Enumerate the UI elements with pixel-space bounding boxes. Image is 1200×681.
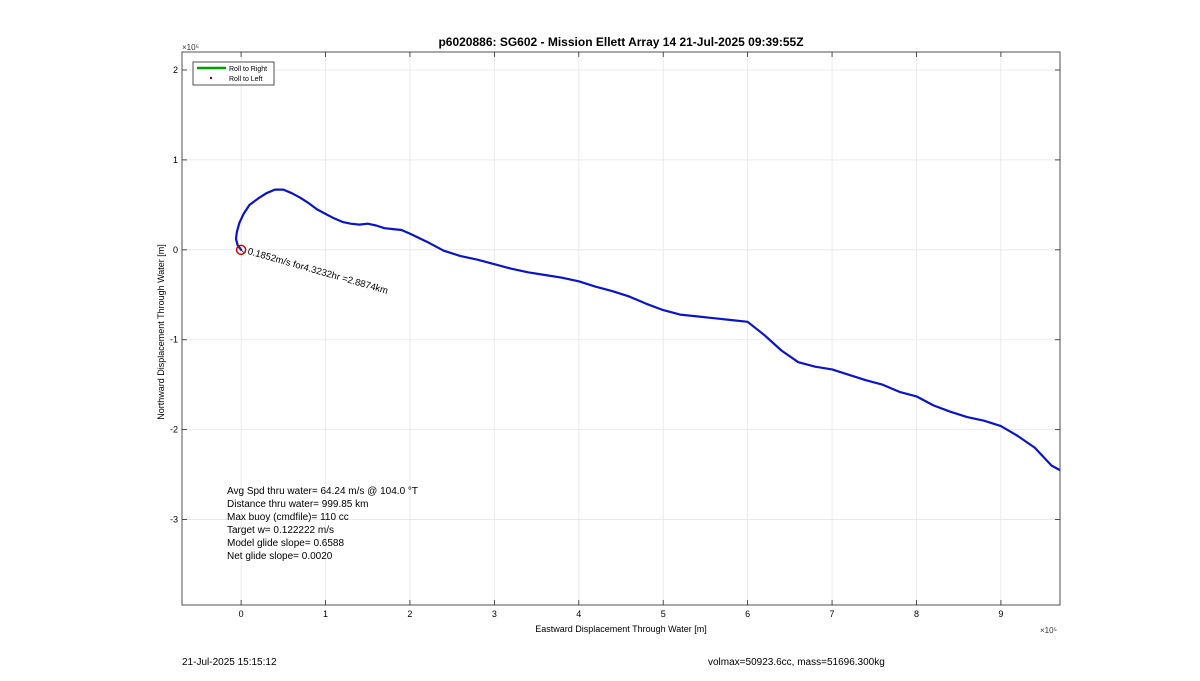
y-tick-label: 0 [173,245,178,255]
x-tick-label: 0 [239,609,244,619]
y-axis-exponent: ×10⁵ [182,43,199,52]
footer-timestamp: 21-Jul-2025 15:15:12 [182,657,277,668]
stats-line: Model glide slope= 0.6588 [227,538,344,549]
legend: Roll to Right Roll to Left [192,61,275,86]
y-tick-label: -2 [170,425,178,435]
stats-line: Max buoy (cmdfile)= 110 cc [227,512,349,523]
x-tick-label: 2 [407,609,412,619]
chart-title: p6020886: SG602 - Mission Ellett Array 1… [438,35,803,49]
legend-label-roll-left: Roll to Left [229,76,263,83]
footer-vehicle-info: volmax=50923.6cc, mass=51696.300kg [708,657,885,668]
x-tick-label: 9 [998,609,1003,619]
stats-line: Distance thru water= 999.85 km [227,499,368,510]
plot-area [181,51,1061,606]
stats-line: Net glide slope= 0.0020 [227,551,333,562]
x-tick-label: 6 [745,609,750,619]
y-axis-label: Northward Displacement Through Water [m] [156,244,166,420]
y-tick-label: -3 [170,515,178,525]
stats-line: Target w= 0.122222 m/s [227,525,334,536]
x-tick-label: 8 [914,609,919,619]
stats-annotation: Avg Spd thru water= 64.24 m/s @ 104.0 °T… [227,486,418,562]
ticks-layer: 0 1 2 3 4 5 6 7 8 9 -3 -2 -1 0 1 2 [170,52,1060,619]
y-tick-label: 2 [173,65,178,75]
x-axis-label: Eastward Displacement Through Water [m] [535,624,707,634]
x-axis-exponent: ×10⁵ [1040,626,1057,635]
x-tick-label: 1 [323,609,328,619]
y-tick-label: 1 [173,155,178,165]
current-position-marker-cross [237,246,245,254]
grid-layer [182,52,1060,605]
series-layer [234,188,1060,472]
x-tick-label: 5 [661,609,666,619]
stats-line: Avg Spd thru water= 64.24 m/s @ 104.0 °T [227,486,418,497]
current-position-marker [235,244,247,256]
x-tick-label: 4 [576,609,581,619]
track-line [234,188,1060,472]
current-speed-label: 0.1852m/s for4.3232hr =2.8874km [246,246,389,297]
y-tick-label: -1 [170,335,178,345]
legend-label-roll-right: Roll to Right [229,66,267,73]
x-tick-label: 7 [830,609,835,619]
x-tick-label: 3 [492,609,497,619]
legend-dot-roll-left [209,76,213,80]
